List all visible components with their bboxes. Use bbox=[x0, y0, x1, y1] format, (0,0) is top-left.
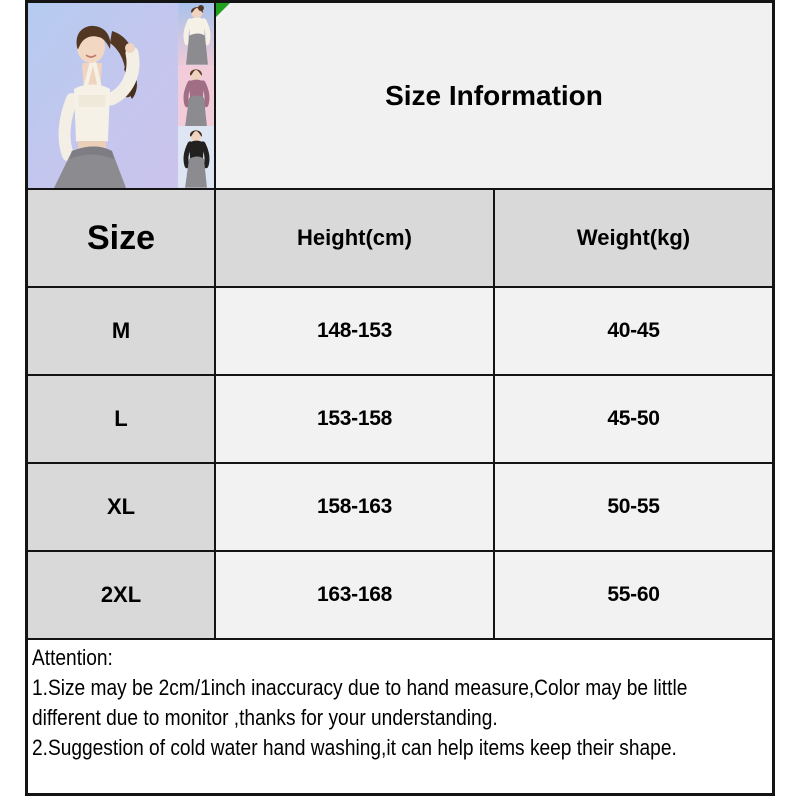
black-variant-thumbnail bbox=[178, 126, 214, 188]
height-cell-xl: 158-163 bbox=[216, 464, 493, 550]
weight-column-header: Weight(kg) bbox=[495, 190, 772, 286]
weight-cell-l: 45-50 bbox=[495, 376, 772, 462]
white-variant-thumbnail bbox=[178, 3, 214, 65]
weight-cell-2xl: 55-60 bbox=[495, 552, 772, 638]
size-cell-m: M bbox=[28, 288, 214, 374]
attention-line-1: 1.Size may be 2cm/1inch inaccuracy due t… bbox=[32, 675, 688, 700]
size-column-header: Size bbox=[28, 190, 214, 286]
product-main-photo bbox=[28, 3, 178, 188]
size-cell-l: L bbox=[28, 376, 214, 462]
height-cell-2xl: 163-168 bbox=[216, 552, 493, 638]
size-information-title-cell: Size Information bbox=[216, 3, 772, 188]
size-chart-sheet: Size Information Size Height(cm) Weight(… bbox=[25, 0, 775, 796]
product-image-cell bbox=[28, 3, 214, 188]
variant-thumbnail-column bbox=[178, 3, 214, 188]
size-cell-xl: XL bbox=[28, 464, 214, 550]
size-cell-2xl: 2XL bbox=[28, 552, 214, 638]
green-corner-marker-icon bbox=[216, 3, 230, 17]
height-column-header: Height(cm) bbox=[216, 190, 493, 286]
weight-cell-xl: 50-55 bbox=[495, 464, 772, 550]
attention-line-3: 2.Suggestion of cold water hand washing,… bbox=[32, 735, 677, 760]
attention-heading: Attention: bbox=[32, 645, 113, 670]
height-cell-l: 153-158 bbox=[216, 376, 493, 462]
weight-cell-m: 40-45 bbox=[495, 288, 772, 374]
attention-line-2: different due to monitor ,thanks for you… bbox=[32, 705, 498, 730]
height-cell-m: 148-153 bbox=[216, 288, 493, 374]
attention-note-box: Attention: 1.Size may be 2cm/1inch inacc… bbox=[28, 640, 772, 793]
page-title: Size Information bbox=[385, 79, 603, 111]
purple-variant-thumbnail bbox=[178, 64, 214, 127]
